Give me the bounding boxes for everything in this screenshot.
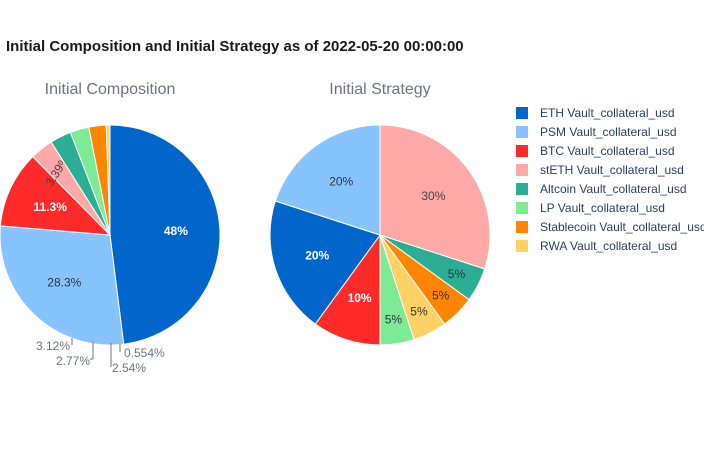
- strategy-label-eth-vault-collateral-usd: 20%: [305, 248, 329, 262]
- legend-item-psm-vault-collateral-usd[interactable]: PSM Vault_collateral_usd: [516, 125, 677, 139]
- legend-label: Stablecoin Vault_collateral_usd: [540, 220, 704, 234]
- legend-item-rwa-vault-collateral-usd[interactable]: RWA Vault_collateral_usd: [516, 239, 677, 253]
- composition-label-stablecoin-vault-collateral-usd: 2.54%: [112, 361, 146, 375]
- composition-slice-psm-vault-collateral-usd[interactable]: [0, 225, 125, 346]
- legend-label: LP Vault_collateral_usd: [540, 201, 665, 215]
- legend-swatch: [516, 221, 528, 233]
- legend-swatch: [516, 240, 528, 252]
- composition-pie: 48%28.3%11.3%3.39%3.12%2.77% 2.54%0.554%: [0, 124, 221, 375]
- legend-swatch: [516, 145, 528, 157]
- legend: ETH Vault_collateral_usd PSM Vault_collat…: [516, 106, 704, 253]
- composition-label-lp-vault-collateral-usd: 2.77%: [56, 354, 90, 368]
- strategy-slice-steth-vault-collateral-usd[interactable]: [379, 124, 491, 270]
- legend-label: PSM Vault_collateral_usd: [540, 125, 677, 139]
- legend-swatch: [516, 183, 528, 195]
- strategy-label-rwa-vault-collateral-usd: 5%: [410, 304, 428, 318]
- composition-label-eth-vault-collateral-usd: 48%: [164, 224, 188, 238]
- composition-slice-rwa-vault-collateral-usd[interactable]: [105, 124, 111, 236]
- legend-label: RWA Vault_collateral_usd: [540, 239, 677, 253]
- legend-label: stETH Vault_collateral_usd: [540, 163, 684, 177]
- chart-title: Initial Composition and Initial Strategy…: [6, 38, 464, 55]
- strategy-label-stablecoin-vault-collateral-usd: 5%: [432, 289, 450, 303]
- label-leader-line: [90, 342, 94, 360]
- legend-label: Altcoin Vault_collateral_usd: [540, 182, 687, 196]
- legend-item-lp-vault-collateral-usd[interactable]: LP Vault_collateral_usd: [516, 201, 665, 215]
- composition-slice-btc-vault-collateral-usd[interactable]: [0, 155, 112, 236]
- composition-label-btc-vault-collateral-usd: 11.3%: [34, 200, 68, 214]
- strategy-label-altcoin-vault-collateral-usd: 5%: [448, 267, 466, 281]
- legend-swatch: [516, 107, 528, 119]
- legend-item-eth-vault-collateral-usd[interactable]: ETH Vault_collateral_usd: [516, 106, 675, 120]
- pie-2-title: Initial Strategy: [329, 81, 430, 98]
- strategy-label-btc-vault-collateral-usd: 10%: [348, 291, 372, 305]
- strategy-slice-psm-vault-collateral-usd[interactable]: [274, 124, 381, 236]
- legend-swatch: [516, 126, 528, 138]
- strategy-label-lp-vault-collateral-usd: 5%: [385, 313, 403, 327]
- legend-swatch: [516, 202, 528, 214]
- legend-item-stablecoin-vault-collateral-usd[interactable]: Stablecoin Vault_collateral_usd: [516, 220, 704, 234]
- strategy-label-steth-vault-collateral-usd: 30%: [421, 189, 445, 203]
- legend-label: ETH Vault_collateral_usd: [540, 106, 675, 120]
- pie-1-title: Initial Composition: [45, 81, 176, 98]
- composition-label-altcoin-vault-collateral-usd: 3.12%: [36, 339, 70, 353]
- legend-label: BTC Vault_collateral_usd: [540, 144, 675, 158]
- strategy-pie: 30% 5% 5% 5% 5% 10% 20% 20%: [269, 124, 491, 346]
- legend-item-btc-vault-collateral-usd[interactable]: BTC Vault_collateral_usd: [516, 144, 675, 158]
- legend-swatch: [516, 164, 528, 176]
- composition-label-rwa-vault-collateral-usd: 0.554%: [124, 346, 165, 360]
- legend-item-steth-vault-collateral-usd[interactable]: stETH Vault_collateral_usd: [516, 163, 684, 177]
- composition-slice-eth-vault-collateral-usd[interactable]: [109, 124, 221, 345]
- composition-label-psm-vault-collateral-usd: 28.3%: [47, 276, 81, 290]
- strategy-label-psm-vault-collateral-usd: 20%: [329, 175, 353, 189]
- legend-item-altcoin-vault-collateral-usd[interactable]: Altcoin Vault_collateral_usd: [516, 182, 687, 196]
- strategy-slice-eth-vault-collateral-usd[interactable]: [269, 200, 381, 325]
